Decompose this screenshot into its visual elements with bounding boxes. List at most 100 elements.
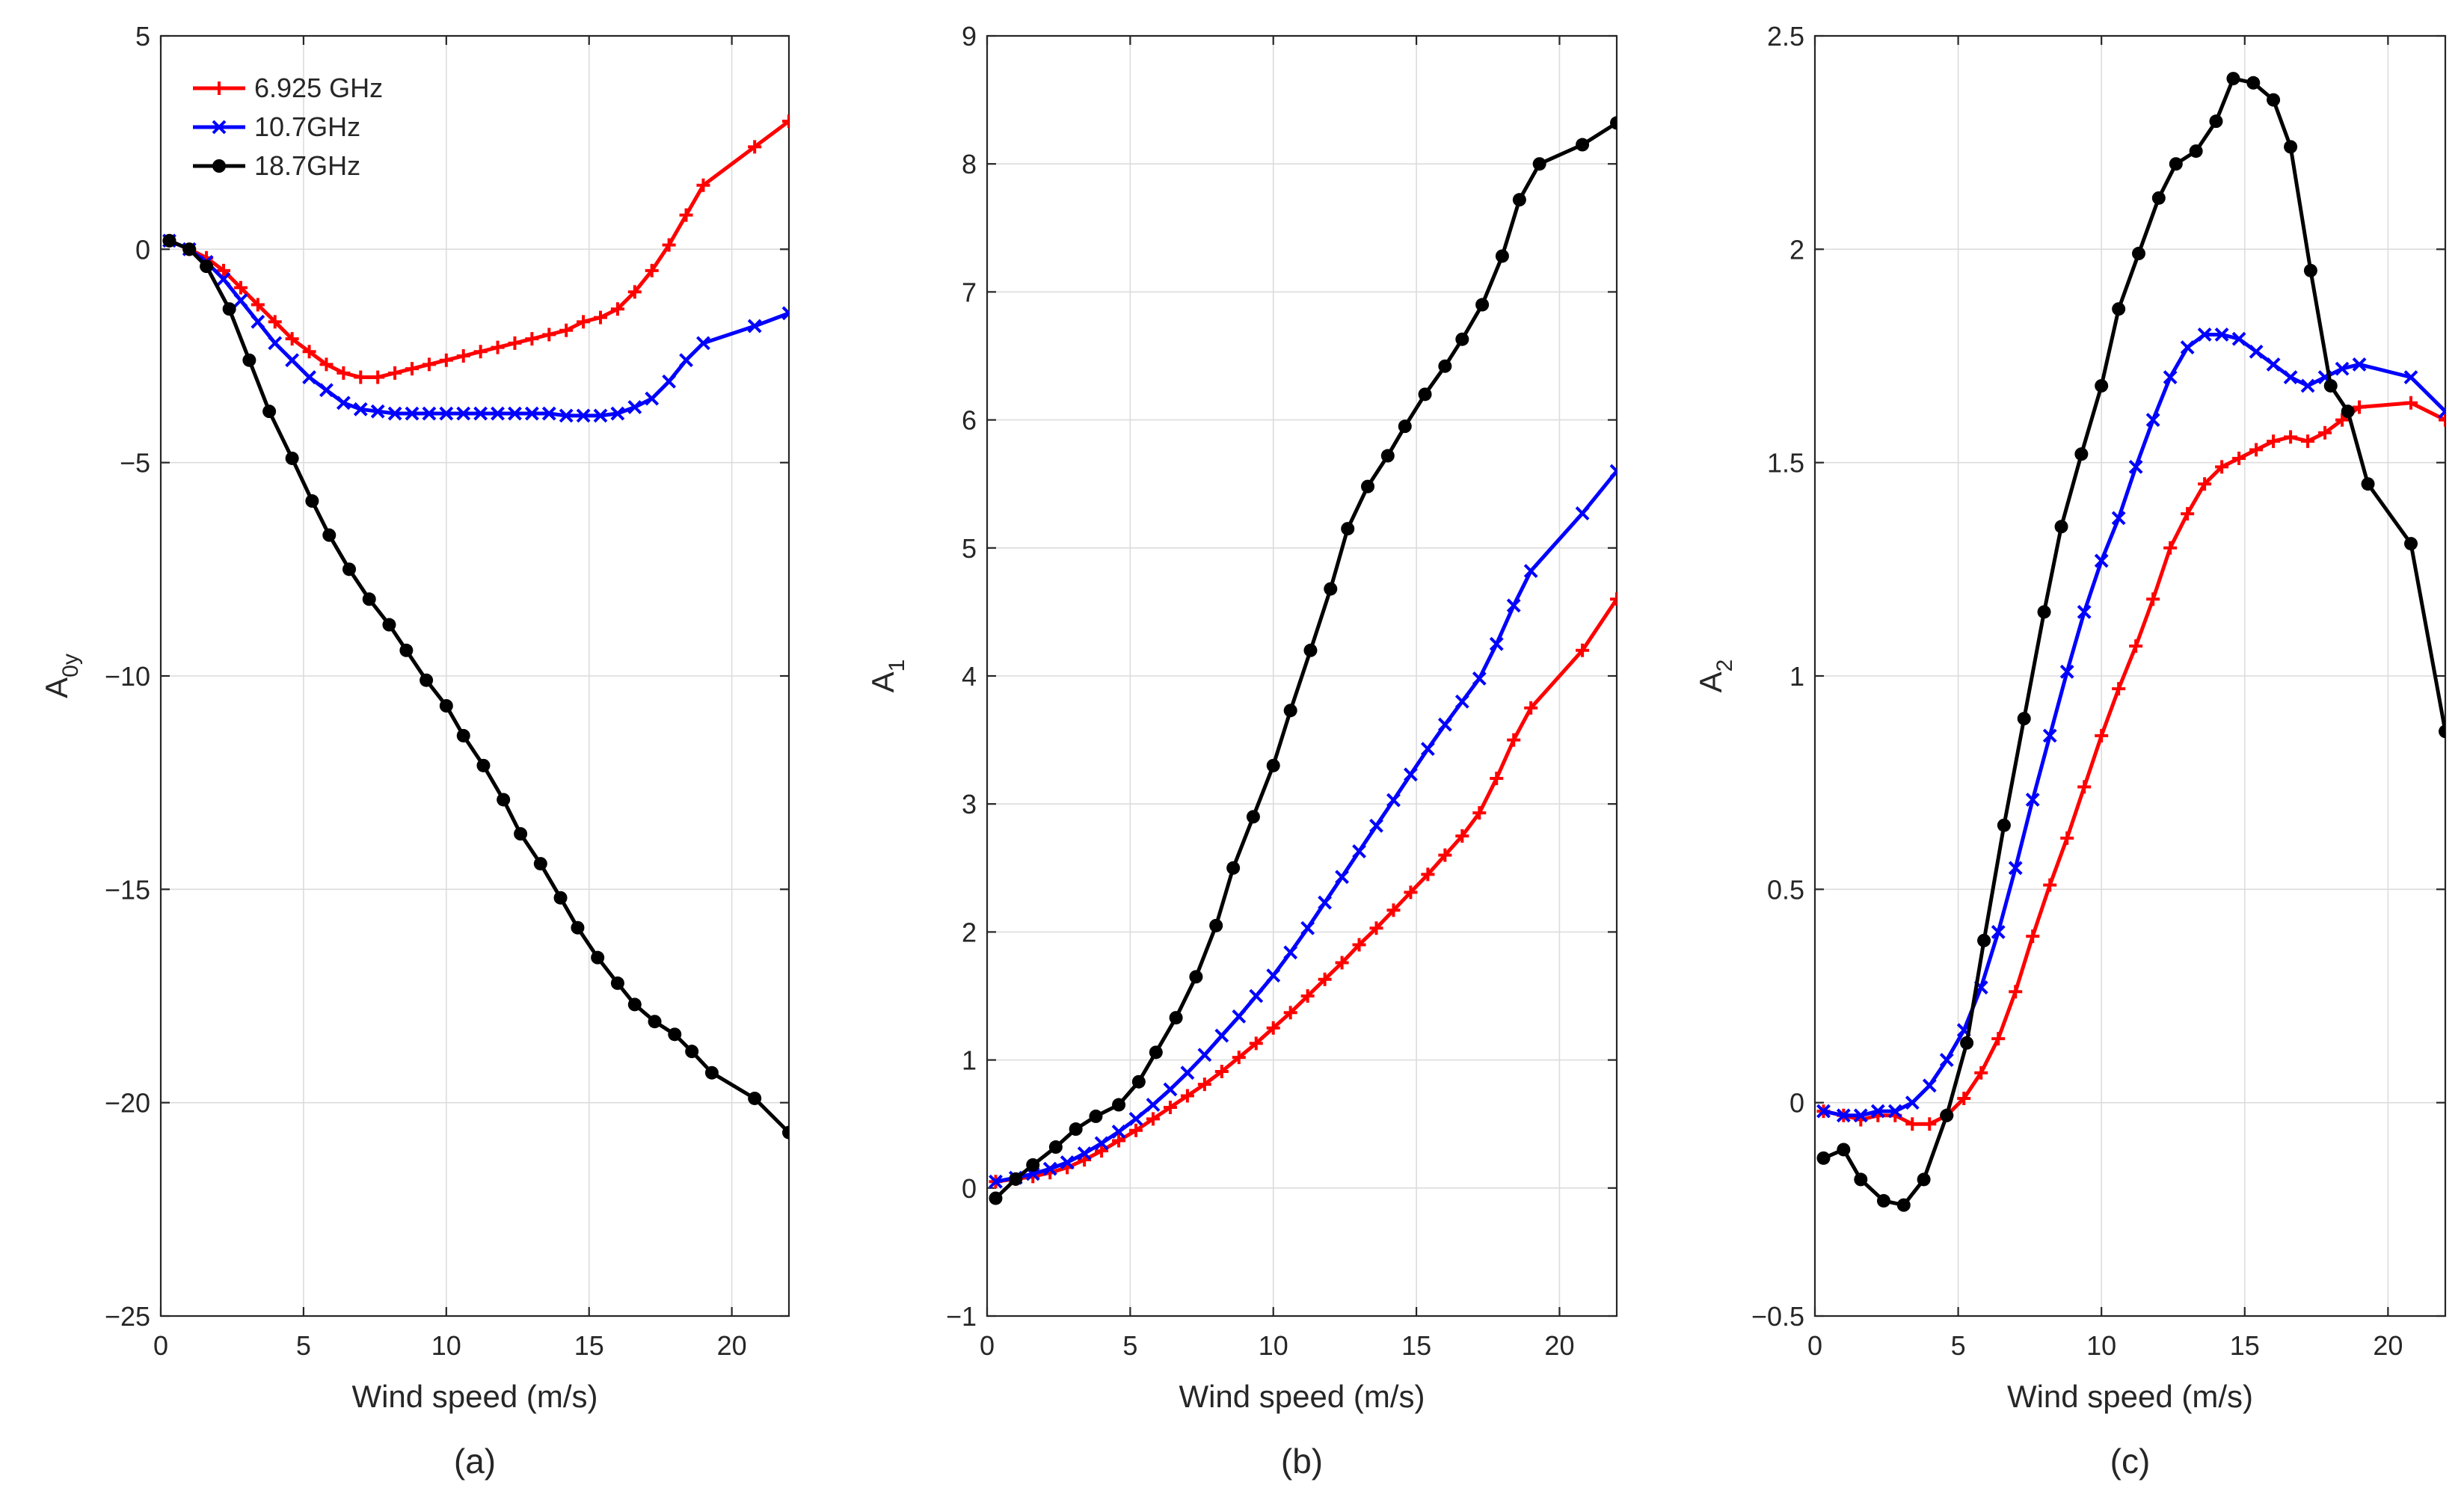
data-point bbox=[514, 827, 528, 841]
data-point bbox=[1475, 298, 1490, 312]
series-10.7ghz bbox=[162, 233, 789, 423]
x-tick-label: 0 bbox=[153, 1330, 168, 1361]
data-point bbox=[1318, 972, 1332, 986]
data-point bbox=[2042, 728, 2057, 743]
x-tick-label: 15 bbox=[2230, 1330, 2260, 1361]
data-point bbox=[1009, 1172, 1023, 1186]
data-point bbox=[371, 370, 385, 384]
data-point bbox=[382, 618, 396, 632]
data-point bbox=[1214, 1065, 1229, 1079]
data-point bbox=[387, 406, 402, 421]
data-point bbox=[497, 793, 511, 807]
y-tick-label: 1 bbox=[1789, 661, 1804, 692]
series-line bbox=[168, 239, 789, 418]
data-point bbox=[1283, 1006, 1297, 1020]
data-point bbox=[577, 315, 591, 329]
data-point bbox=[2267, 434, 2281, 449]
data-point bbox=[302, 370, 316, 384]
y-tick-label: 0 bbox=[1789, 1088, 1804, 1119]
data-point bbox=[2181, 507, 2195, 521]
data-point bbox=[685, 1045, 699, 1059]
data-point bbox=[1610, 116, 1617, 130]
panel-a: 0 5 10 15 20 5 0 −5 −10 −15 −20 −25 Wind speed (m/s)… bbox=[39, 21, 790, 1481]
data-point bbox=[420, 673, 434, 687]
y-tick-label: −0.5 bbox=[1751, 1301, 1804, 1332]
data-point bbox=[1887, 1104, 1902, 1119]
data-point bbox=[1060, 1155, 1075, 1169]
data-point bbox=[1111, 1125, 1126, 1139]
data-point bbox=[1386, 793, 1401, 808]
data-point bbox=[1324, 582, 1338, 596]
y-axis-label: A0y bbox=[39, 654, 83, 698]
data-point bbox=[2112, 682, 2126, 696]
legend-marker bbox=[212, 159, 226, 173]
x-tick-label: 0 bbox=[980, 1330, 995, 1361]
data-point bbox=[2074, 447, 2089, 461]
data-point bbox=[2284, 430, 2298, 444]
data-point bbox=[1532, 157, 1546, 171]
series-6.925-ghz bbox=[989, 592, 1617, 1189]
data-point bbox=[342, 562, 356, 577]
data-point bbox=[2335, 413, 2350, 427]
data-point bbox=[1512, 193, 1526, 207]
data-point bbox=[1163, 1100, 1177, 1114]
data-point bbox=[1300, 989, 1315, 1003]
data-point bbox=[422, 357, 436, 372]
data-point bbox=[2214, 328, 2229, 342]
data-point bbox=[559, 323, 574, 337]
y-tick-label: 1 bbox=[962, 1045, 977, 1076]
data-point bbox=[1300, 920, 1315, 935]
data-point bbox=[2145, 413, 2160, 428]
data-point bbox=[524, 406, 539, 421]
data-point bbox=[233, 293, 248, 308]
data-point bbox=[662, 238, 676, 252]
data-point bbox=[1214, 1028, 1229, 1043]
data-point bbox=[439, 353, 453, 367]
data-point bbox=[1266, 758, 1280, 772]
data-point bbox=[302, 345, 316, 359]
series-line bbox=[168, 239, 789, 1135]
data-point bbox=[1246, 810, 1260, 824]
data-point bbox=[285, 332, 299, 346]
data-point bbox=[2146, 592, 2160, 606]
data-point bbox=[1069, 1122, 1083, 1137]
y-tick-label: 9 bbox=[962, 21, 977, 52]
series-line bbox=[1822, 401, 2445, 1126]
data-point bbox=[2163, 370, 2178, 384]
data-point bbox=[1112, 1098, 1126, 1112]
data-point bbox=[1180, 1089, 1194, 1103]
data-point bbox=[2215, 460, 2229, 474]
data-point bbox=[2266, 357, 2281, 372]
data-point bbox=[2095, 728, 2109, 742]
data-point bbox=[2249, 443, 2264, 457]
data-point bbox=[1026, 1157, 1040, 1172]
data-point bbox=[285, 353, 300, 368]
data-point bbox=[525, 332, 539, 346]
data-point bbox=[1266, 1021, 1280, 1035]
data-point bbox=[2335, 361, 2350, 376]
data-point bbox=[319, 357, 334, 372]
data-point bbox=[473, 406, 488, 421]
data-point bbox=[1094, 1136, 1109, 1151]
data-point bbox=[268, 315, 282, 329]
data-point bbox=[1438, 848, 1452, 862]
data-point bbox=[1507, 733, 1521, 747]
data-point bbox=[593, 408, 608, 423]
data-point bbox=[1169, 1011, 1183, 1025]
data-point bbox=[405, 406, 420, 421]
data-point bbox=[679, 208, 693, 222]
data-point bbox=[989, 1174, 1003, 1189]
data-point bbox=[2077, 780, 2092, 794]
data-point bbox=[233, 280, 248, 295]
series-10.7ghz bbox=[989, 464, 1617, 1189]
x-axis-label: Wind speed (m/s) bbox=[2007, 1379, 2253, 1414]
data-point bbox=[1232, 1009, 1247, 1024]
y-tick-label: 2 bbox=[1789, 234, 1804, 265]
legend-label: 6.925 GHz bbox=[254, 73, 383, 103]
data-point bbox=[571, 920, 585, 935]
data-point bbox=[322, 528, 337, 542]
data-point bbox=[2246, 76, 2261, 90]
data-point bbox=[594, 310, 607, 325]
data-point bbox=[1977, 933, 1991, 947]
